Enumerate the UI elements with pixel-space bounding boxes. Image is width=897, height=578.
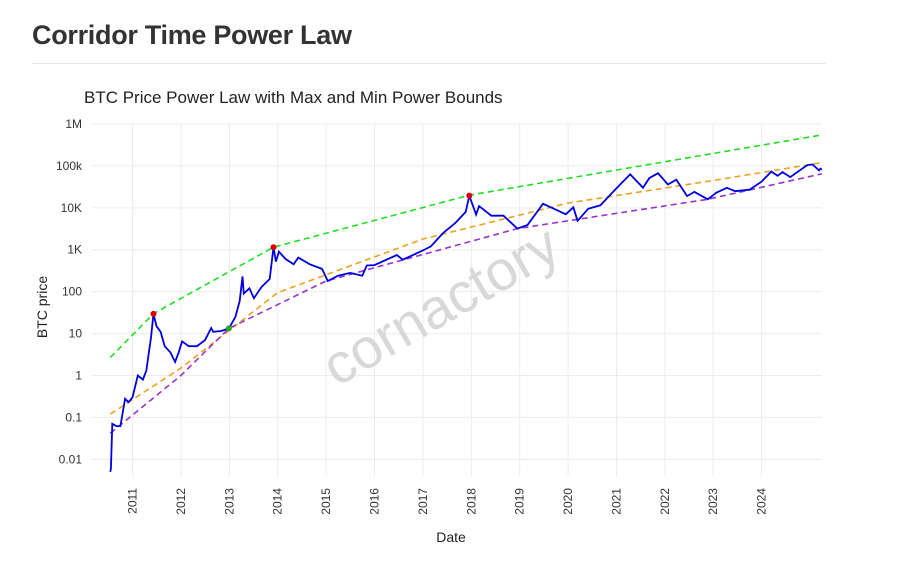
x-axis-label: Date (436, 529, 466, 545)
y-axis-label: BTC price (34, 276, 50, 338)
cycle-top-marker (466, 192, 473, 199)
y-tick-label: 0.01 (59, 452, 83, 466)
y-tick-label: 10K (61, 201, 82, 215)
grid-lines (92, 123, 822, 476)
series-lines (109, 134, 823, 473)
x-tick-label: 2020 (561, 488, 575, 515)
peak-markers (150, 192, 473, 332)
y-axis-ticks: 0.01 0.1 1 10 100 1K 10K 100k 1M (56, 117, 83, 466)
x-tick-label: 2014 (271, 488, 285, 515)
x-tick-label: 2011 (126, 488, 140, 514)
x-tick-label: 2023 (706, 488, 720, 515)
x-tick-label: 2022 (658, 488, 672, 515)
x-tick-label: 2024 (755, 488, 769, 515)
cycle-top-marker (150, 310, 157, 317)
y-tick-label: 1M (65, 117, 82, 131)
page-title: Corridor Time Power Law (32, 20, 352, 50)
x-tick-label: 2016 (367, 488, 381, 515)
title-divider (32, 63, 826, 64)
lower-bound-line (109, 173, 823, 434)
x-axis-ticks: 2011 2012 2013 2014 2015 2016 2017 2018 2019 2020… (126, 488, 769, 515)
chart-container: BTC Price Power Law with Max and Min Pow… (0, 64, 897, 573)
cycle-bottom-marker (225, 325, 232, 332)
x-tick-label: 2015 (319, 488, 333, 515)
y-tick-label: 1K (67, 243, 82, 257)
x-tick-label: 2012 (174, 488, 188, 515)
chart-title: BTC Price Power Law with Max and Min Pow… (84, 88, 503, 107)
y-tick-label: 100k (56, 159, 83, 173)
x-tick-label: 2017 (416, 488, 430, 515)
x-tick-label: 2019 (513, 488, 527, 515)
x-tick-label: 2013 (222, 488, 236, 515)
y-tick-label: 100 (62, 285, 82, 299)
x-tick-label: 2018 (464, 488, 478, 515)
watermark-text: cornactory (311, 212, 569, 397)
y-tick-label: 1 (75, 368, 82, 382)
power-law-chart: BTC Price Power Law with Max and Min Pow… (34, 88, 823, 545)
y-tick-label: 10 (69, 327, 83, 341)
cycle-top-marker (270, 244, 277, 251)
upper-bound-line (109, 134, 823, 358)
x-tick-label: 2021 (610, 488, 624, 515)
price-line (109, 163, 823, 473)
y-tick-label: 0.1 (65, 410, 82, 424)
fair-value-line (109, 161, 823, 415)
